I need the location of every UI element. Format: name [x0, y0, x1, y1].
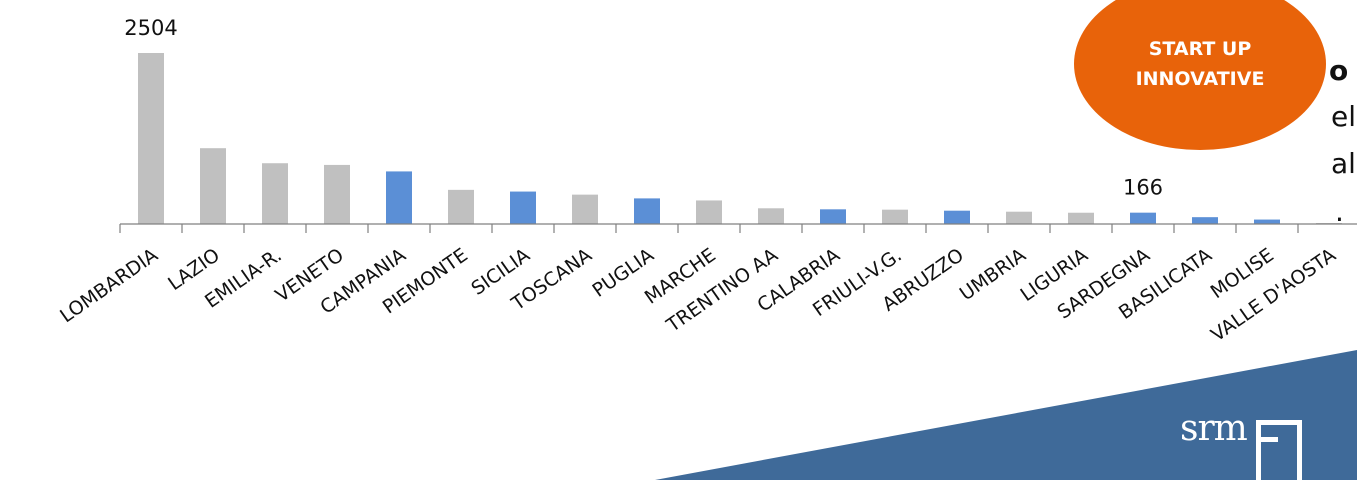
- bar-liguria: [1068, 212, 1094, 224]
- bar-sicilia: [510, 191, 536, 224]
- clipped-text-line: al: [1331, 147, 1356, 180]
- badge-line2: INNOVATIVE: [1135, 68, 1265, 90]
- clipped-text-line: el: [1331, 100, 1357, 133]
- clipped-text-line: .: [1335, 195, 1344, 228]
- logo-banner: [655, 350, 1357, 480]
- badge-line1: START UP: [1148, 38, 1252, 60]
- bar-abruzzo: [944, 210, 970, 224]
- bar-lombardia: [138, 53, 164, 224]
- data-label: 166: [1123, 176, 1163, 200]
- bar-toscana: [572, 194, 598, 224]
- bar-molise: [1254, 219, 1280, 224]
- bar-veneto: [324, 164, 350, 224]
- bar-campania: [386, 171, 412, 224]
- bar-piemonte: [448, 189, 474, 224]
- x-tick-label: LOMBARDIA: [56, 244, 162, 327]
- srm-logo-mark: [1256, 420, 1302, 485]
- data-label: 2504: [124, 16, 177, 40]
- bar-puglia: [634, 198, 660, 224]
- bar-calabria: [820, 209, 846, 224]
- bar-lazio: [200, 148, 226, 224]
- start-up-badge: START UP INNOVATIVE: [1074, 0, 1326, 150]
- bar-basilicata: [1192, 217, 1218, 224]
- bar-emilia-r-: [262, 163, 288, 224]
- bar-friuli-v-g-: [882, 209, 908, 224]
- clipped-title: o: [1329, 54, 1349, 87]
- bar-umbria: [1006, 211, 1032, 224]
- bar-marche: [696, 200, 722, 224]
- bar-trentino-aa: [758, 208, 784, 224]
- srm-logo-text: srm: [1180, 408, 1248, 449]
- bar-sardegna: [1130, 212, 1156, 224]
- x-tick-label: UMBRIA: [956, 244, 1030, 305]
